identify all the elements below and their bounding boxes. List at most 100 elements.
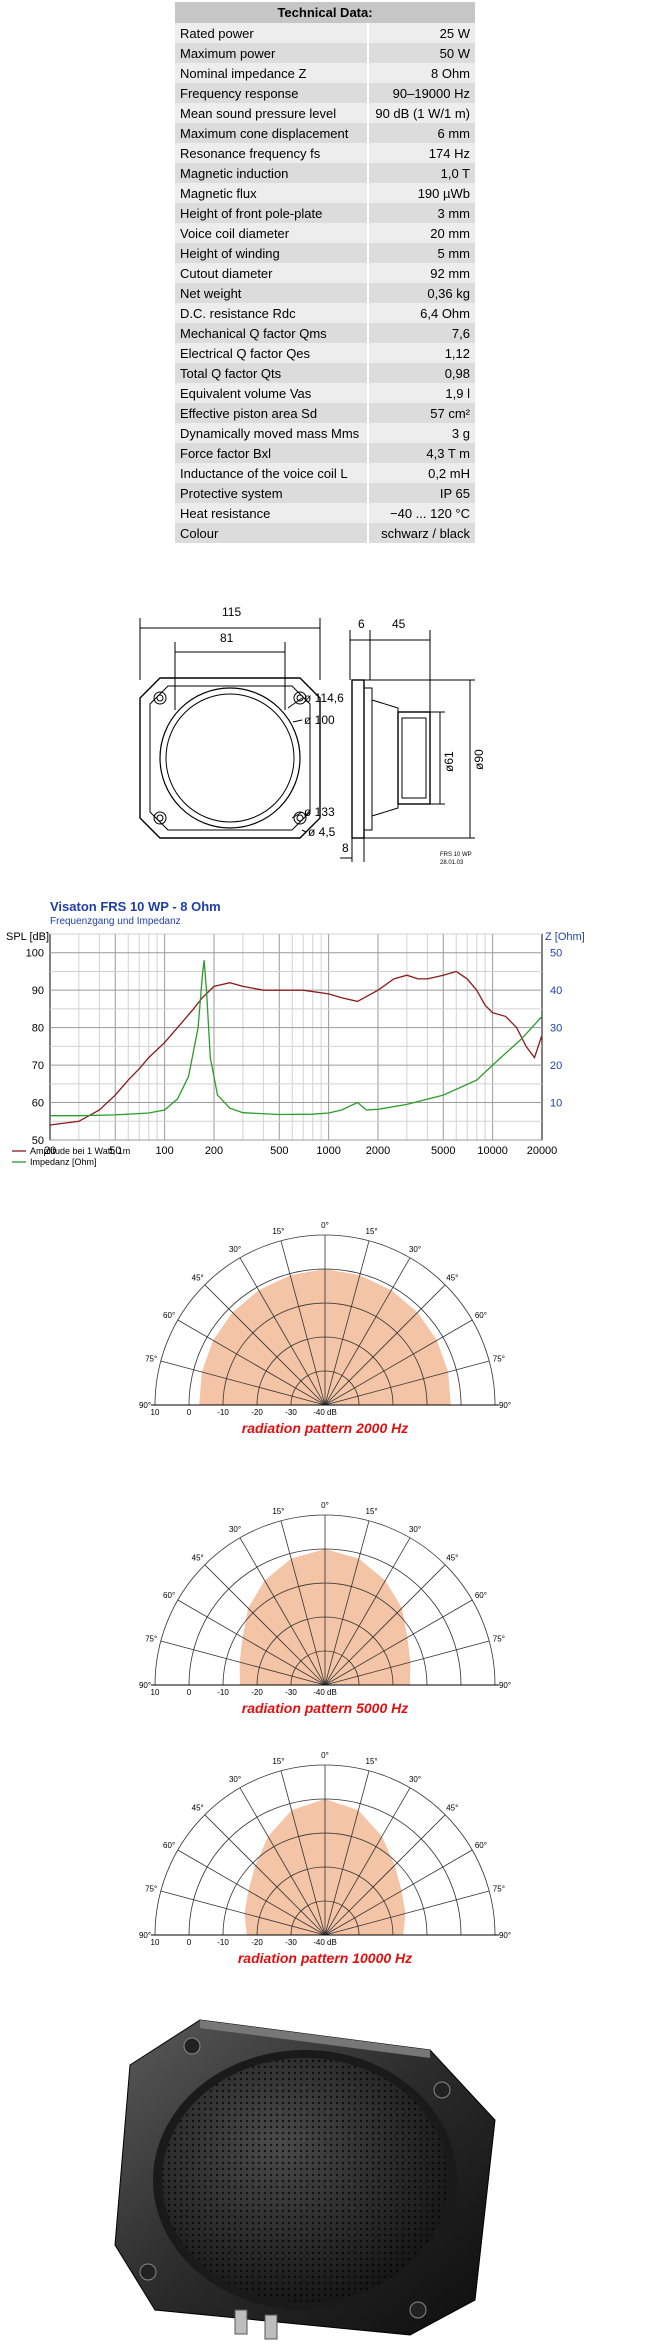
angle-label: 60° [475, 1841, 487, 1850]
angle-label: 0° [321, 1501, 329, 1510]
tech-label: Height of front pole-plate [175, 203, 368, 223]
angle-label: 60° [163, 1841, 175, 1850]
y2-tick-label: 40 [550, 985, 562, 997]
y-tick-label: 70 [32, 1060, 44, 1072]
tech-label: Maximum cone displacement [175, 123, 368, 143]
tech-label: Rated power [175, 23, 368, 43]
dim-width: 115 [222, 605, 241, 619]
angle-label: 30° [229, 1775, 241, 1784]
chart-title: Visaton FRS 10 WP - 8 Ohm [50, 899, 221, 914]
angle-label: 90° [139, 1681, 151, 1690]
x-tick-label: 1000 [316, 1145, 340, 1157]
tech-label: Magnetic induction [175, 163, 368, 183]
radial-label: 0 [187, 1938, 192, 1947]
angle-label: 30° [229, 1525, 241, 1534]
tech-value: 0,98 [366, 363, 475, 383]
tech-value: 1,12 [366, 343, 475, 363]
angle-label: 30° [409, 1775, 421, 1784]
tech-label: Protective system [175, 483, 368, 503]
tech-value: 92 mm [366, 263, 475, 283]
x-tick-label: 2000 [366, 1145, 390, 1157]
radiation-pattern-5000: 0°15°15°30°30°45°45°60°60°75°75°90°90°10… [139, 1501, 511, 1716]
tech-row: Magnetic flux 190 µWb [175, 183, 475, 203]
angle-label: 30° [229, 1245, 241, 1254]
tech-label: Mean sound pressure level [175, 103, 368, 123]
angle-label: 90° [499, 1931, 511, 1940]
tech-value: 7,6 [366, 323, 475, 343]
technical-data-title: Technical Data: [175, 2, 475, 23]
tech-value: 3 mm [366, 203, 475, 223]
angle-label: 60° [475, 1591, 487, 1600]
radial-label: -30 [285, 1688, 297, 1697]
tech-row: Heat resistance −40 ... 120 °C [175, 503, 475, 523]
legend-label: Impedanz [Ohm] [30, 1157, 97, 1167]
tech-row: Cutout diameter 92 mm [175, 263, 475, 283]
radial-label: 10 [151, 1938, 160, 1947]
angle-label: 45° [192, 1274, 204, 1283]
tech-row: Maximum power 50 W [175, 43, 475, 63]
tech-row: D.C. resistance Rdc 6,4 Ohm [175, 303, 475, 323]
y-tick-label: 60 [32, 1098, 44, 1110]
angle-label: 30° [409, 1525, 421, 1534]
chart-ylabel: SPL [dB] [6, 931, 49, 943]
tech-label: Force factor Bxl [175, 443, 368, 463]
tech-label: Cutout diameter [175, 263, 368, 283]
tech-row: Magnetic induction 1,0 T [175, 163, 475, 183]
tech-label: Electrical Q factor Qes [175, 343, 368, 363]
y2-tick-label: 20 [550, 1060, 562, 1072]
tech-label: Inductance of the voice coil L [175, 463, 368, 483]
x-tick-label: 500 [270, 1145, 288, 1157]
tech-row: Height of winding 5 mm [175, 243, 475, 263]
radial-label: -40 dB [313, 1938, 337, 1947]
dim-flange: 8 [342, 841, 349, 855]
tech-row: Effective piston area Sd 57 cm² [175, 403, 475, 423]
angle-label: 90° [139, 1401, 151, 1410]
dim-hole: ø 4,5 [308, 825, 336, 839]
tech-row: Colour schwarz / black [175, 523, 475, 543]
tech-row: Protective system IP 65 [175, 483, 475, 503]
tech-value: 1,0 T [366, 163, 475, 183]
tech-row: Frequency response 90–19000 Hz [175, 83, 475, 103]
tech-row: Maximum cone displacement 6 mm [175, 123, 475, 143]
radial-label: -20 [251, 1688, 263, 1697]
tech-label: Equivalent volume Vas [175, 383, 368, 403]
angle-label: 75° [145, 1884, 157, 1893]
radial-label: 10 [151, 1408, 160, 1417]
tech-value: 25 W [366, 23, 475, 43]
dim-front: 6 [358, 617, 365, 631]
tech-value: 20 mm [366, 223, 475, 243]
angle-label: 15° [366, 1227, 378, 1236]
tech-value: 4,3 T m [366, 443, 475, 463]
dim-depth: 45 [392, 617, 406, 631]
radial-label: -20 [251, 1408, 263, 1417]
tech-row: Mean sound pressure level 90 dB (1 W/1 m) [175, 103, 475, 123]
tech-label: Nominal impedance Z [175, 63, 368, 83]
radial-label: -10 [217, 1938, 229, 1947]
tech-row: Force factor Bxl 4,3 T m [175, 443, 475, 463]
radial-label: -30 [285, 1938, 297, 1947]
speaker-photo [114, 2019, 496, 2340]
x-tick-label: 50 [109, 1145, 121, 1157]
angle-label: 45° [446, 1274, 458, 1283]
angle-label: 15° [272, 1227, 284, 1236]
angle-label: 45° [446, 1804, 458, 1813]
dim-inner: 81 [220, 631, 234, 645]
angle-label: 45° [446, 1554, 458, 1563]
angle-label: 15° [272, 1757, 284, 1766]
radiation-pattern-2000: 0°15°15°30°30°45°45°60°60°75°75°90°90°10… [139, 1221, 511, 1436]
tech-value: 0,2 mH [366, 463, 475, 483]
angle-label: 60° [475, 1311, 487, 1320]
tech-row: Resonance frequency fs 174 Hz [175, 143, 475, 163]
technical-data-table: Technical Data: Rated power 25 W Maximum p… [175, 2, 475, 543]
radial-label: -40 dB [313, 1408, 337, 1417]
series-line-amplitude [49, 970, 543, 1126]
tech-label: Heat resistance [175, 503, 368, 523]
y2-tick-label: 10 [550, 1098, 562, 1110]
drawing-date: 28.01.03 [440, 860, 464, 866]
tech-value: 174 Hz [366, 143, 475, 163]
tech-value: 57 cm² [366, 403, 475, 423]
tech-label: Dynamically moved mass Mms [175, 423, 368, 443]
tech-row: Mechanical Q factor Qms 7,6 [175, 323, 475, 343]
tech-label: D.C. resistance Rdc [175, 303, 368, 323]
